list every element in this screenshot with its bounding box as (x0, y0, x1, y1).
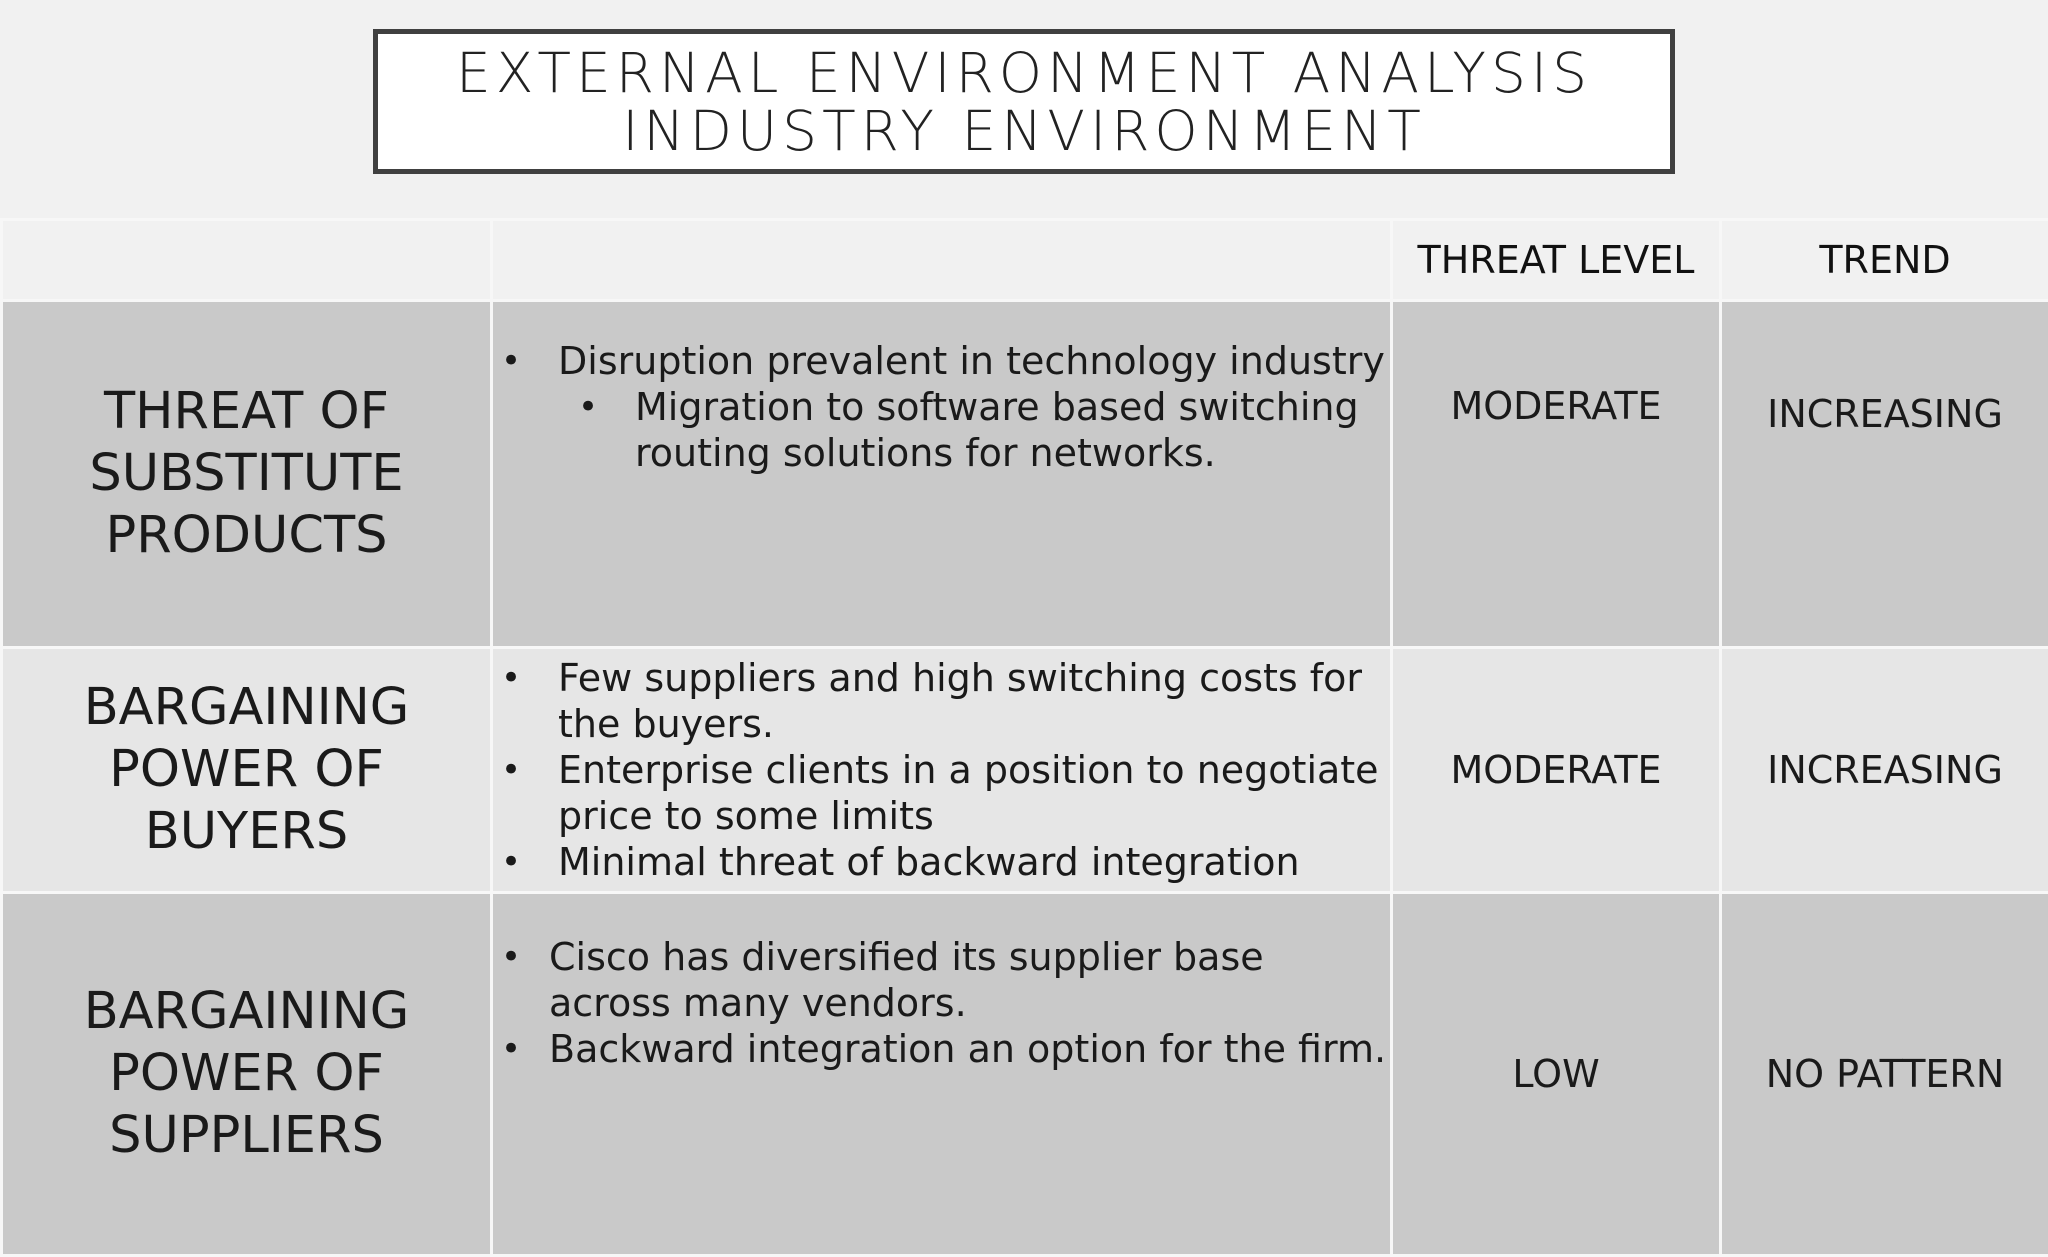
threat-level-value: LOW (1392, 893, 1721, 1256)
bullet-item: Backward integration an option for the f… (501, 1026, 1390, 1072)
force-label-line: PRODUCTS (3, 505, 490, 567)
table-row-suppliers: BARGAINING POWER OF SUPPLIERS Cisco has … (2, 893, 2048, 1256)
bullet-item: Enterprise clients in a position to nego… (501, 747, 1390, 839)
header-cell-force (2, 220, 492, 301)
force-label-line: SUBSTITUTE (3, 443, 490, 505)
bullet-item: Disruption prevalent in technology indus… (501, 338, 1390, 384)
table-header-row: THREAT LEVEL TREND (2, 220, 2048, 301)
force-label: THREAT OF SUBSTITUTE PRODUCTS (2, 301, 492, 648)
bullet-item: Few suppliers and high switching costs f… (501, 655, 1390, 747)
header-cell-details (492, 220, 1392, 301)
force-label-line: BARGAINING (3, 677, 490, 739)
bullet-list: Cisco has diversified its supplier base … (501, 934, 1390, 1072)
force-label-line: BARGAINING (3, 981, 490, 1043)
trend-value: NO PATTERN (1721, 893, 2048, 1256)
header-threat-level: THREAT LEVEL (1392, 220, 1721, 301)
force-label-line: POWER OF BUYERS (3, 739, 490, 863)
force-label: BARGAINING POWER OF SUPPLIERS (2, 893, 492, 1256)
slide-title-line-2: INDUSTRY ENVIRONMENT (622, 102, 1426, 160)
force-details: Cisco has diversified its supplier base … (492, 893, 1392, 1256)
force-details: Few suppliers and high switching costs f… (492, 648, 1392, 893)
slide-title-box: EXTERNAL ENVIRONMENT ANALYSIS INDUSTRY E… (373, 29, 1675, 174)
slide-title-line-1: EXTERNAL ENVIRONMENT ANALYSIS (456, 44, 1592, 102)
force-label: BARGAINING POWER OF BUYERS (2, 648, 492, 893)
industry-analysis-table: THREAT LEVEL TREND THREAT OF SUBSTITUTE … (0, 218, 2048, 1257)
bullet-item: Minimal threat of backward integration (501, 839, 1390, 885)
table-row-substitute-products: THREAT OF SUBSTITUTE PRODUCTS Disruption… (2, 301, 2048, 648)
sub-bullet-item: Migration to software based switching ro… (501, 384, 1390, 476)
threat-level-value: MODERATE (1392, 648, 1721, 893)
trend-value: INCREASING (1721, 648, 2048, 893)
bullet-list: Disruption prevalent in technology indus… (501, 338, 1390, 476)
header-trend: TREND (1721, 220, 2048, 301)
table-row-buyers: BARGAINING POWER OF BUYERS Few suppliers… (2, 648, 2048, 893)
bullet-list: Few suppliers and high switching costs f… (501, 655, 1390, 885)
force-label-line: SUPPLIERS (3, 1105, 490, 1167)
force-label-line: POWER OF (3, 1043, 490, 1105)
bullet-item: Cisco has diversified its supplier base … (501, 934, 1390, 1026)
threat-level-value: MODERATE (1392, 301, 1721, 648)
force-label-line: THREAT OF (3, 381, 490, 443)
trend-value: INCREASING (1721, 301, 2048, 648)
force-details: Disruption prevalent in technology indus… (492, 301, 1392, 648)
